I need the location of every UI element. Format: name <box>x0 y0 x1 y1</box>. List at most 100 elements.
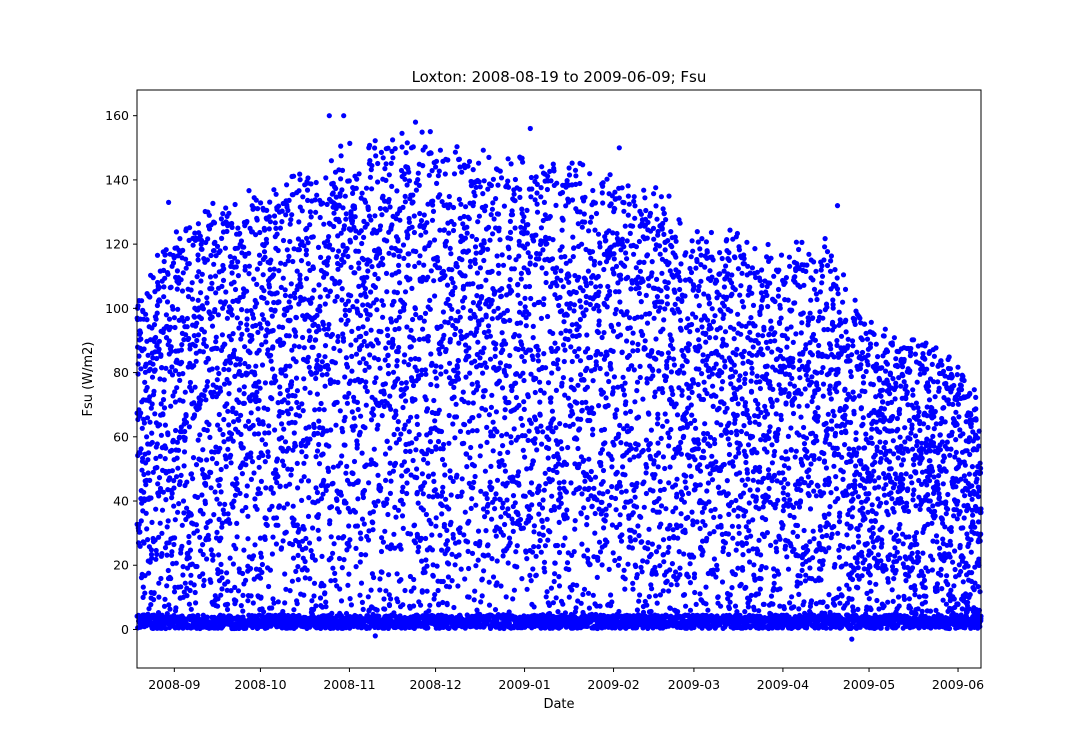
data-point <box>289 379 295 385</box>
data-point <box>302 575 308 581</box>
data-point <box>386 572 392 578</box>
data-point <box>254 300 260 306</box>
data-point <box>157 376 163 382</box>
data-point <box>299 449 305 455</box>
data-point <box>364 274 370 280</box>
data-point <box>313 209 319 215</box>
data-point <box>237 357 243 363</box>
data-point <box>186 261 192 267</box>
data-point <box>359 190 365 196</box>
data-point <box>369 163 375 169</box>
data-point <box>367 352 373 358</box>
data-point <box>365 594 371 600</box>
data-point <box>138 366 144 372</box>
data-point <box>431 596 437 602</box>
data-point <box>344 463 350 469</box>
data-point <box>310 234 316 240</box>
data-point <box>428 150 434 156</box>
data-point <box>283 373 289 379</box>
data-point <box>342 374 348 380</box>
data-point <box>233 476 239 482</box>
data-point <box>287 238 293 245</box>
data-point <box>274 456 280 462</box>
data-point <box>178 584 184 590</box>
data-point <box>384 238 390 244</box>
data-point <box>294 399 300 406</box>
data-point <box>286 197 292 203</box>
data-point <box>158 575 164 582</box>
data-point <box>166 338 172 344</box>
data-point <box>181 510 187 516</box>
data-point <box>328 158 334 164</box>
data-point <box>360 606 366 613</box>
data-point <box>388 596 394 602</box>
data-point <box>425 625 431 631</box>
data-point <box>223 464 229 470</box>
data-point <box>277 384 283 390</box>
data-point <box>389 183 395 189</box>
data-point <box>309 598 315 604</box>
data-point <box>154 551 160 558</box>
data-point <box>163 247 169 253</box>
data-point <box>266 583 272 590</box>
data-point <box>313 485 319 491</box>
data-point <box>151 590 157 596</box>
data-point <box>201 336 207 343</box>
data-point <box>375 340 381 346</box>
data-point <box>205 356 211 362</box>
data-point <box>224 606 231 613</box>
data-point <box>214 365 220 371</box>
data-point <box>448 492 454 498</box>
data-point <box>287 588 293 594</box>
data-point <box>180 572 186 578</box>
data-point <box>237 361 243 367</box>
data-point <box>396 314 402 320</box>
data-point <box>147 419 153 425</box>
data-point <box>256 347 262 353</box>
data-point <box>403 385 410 391</box>
data-point <box>276 503 282 509</box>
data-point <box>218 216 224 222</box>
data-point <box>269 551 275 557</box>
data-point <box>373 153 379 159</box>
data-point <box>282 600 288 606</box>
data-point <box>204 614 210 620</box>
data-point <box>409 224 415 230</box>
data-point <box>423 371 429 377</box>
data-point <box>351 458 358 465</box>
data-point <box>193 522 199 528</box>
data-point <box>420 326 426 332</box>
data-point <box>141 489 147 495</box>
data-point <box>288 281 294 287</box>
data-point <box>375 472 381 478</box>
data-point <box>234 534 240 540</box>
data-point <box>363 552 369 558</box>
data-point <box>427 439 433 445</box>
data-point <box>159 612 165 618</box>
data-point <box>226 210 232 216</box>
data-point <box>229 270 235 276</box>
data-point <box>319 615 325 621</box>
data-point <box>328 504 335 510</box>
data-point <box>186 424 192 430</box>
data-point <box>175 509 181 515</box>
data-point <box>377 250 383 256</box>
data-point <box>425 274 431 280</box>
data-point <box>228 460 234 466</box>
data-point <box>258 554 264 560</box>
data-point <box>265 347 271 353</box>
data-point <box>240 445 246 451</box>
data-point <box>390 369 397 375</box>
data-point <box>424 406 431 412</box>
data-point <box>308 181 314 187</box>
data-point <box>321 477 327 483</box>
data-point <box>432 293 438 299</box>
data-point <box>192 589 198 596</box>
data-point <box>325 255 332 261</box>
data-point <box>388 406 394 412</box>
data-point <box>356 260 362 266</box>
data-point <box>386 602 393 609</box>
data-point <box>380 539 386 545</box>
data-point <box>327 288 333 294</box>
data-point <box>201 329 207 335</box>
